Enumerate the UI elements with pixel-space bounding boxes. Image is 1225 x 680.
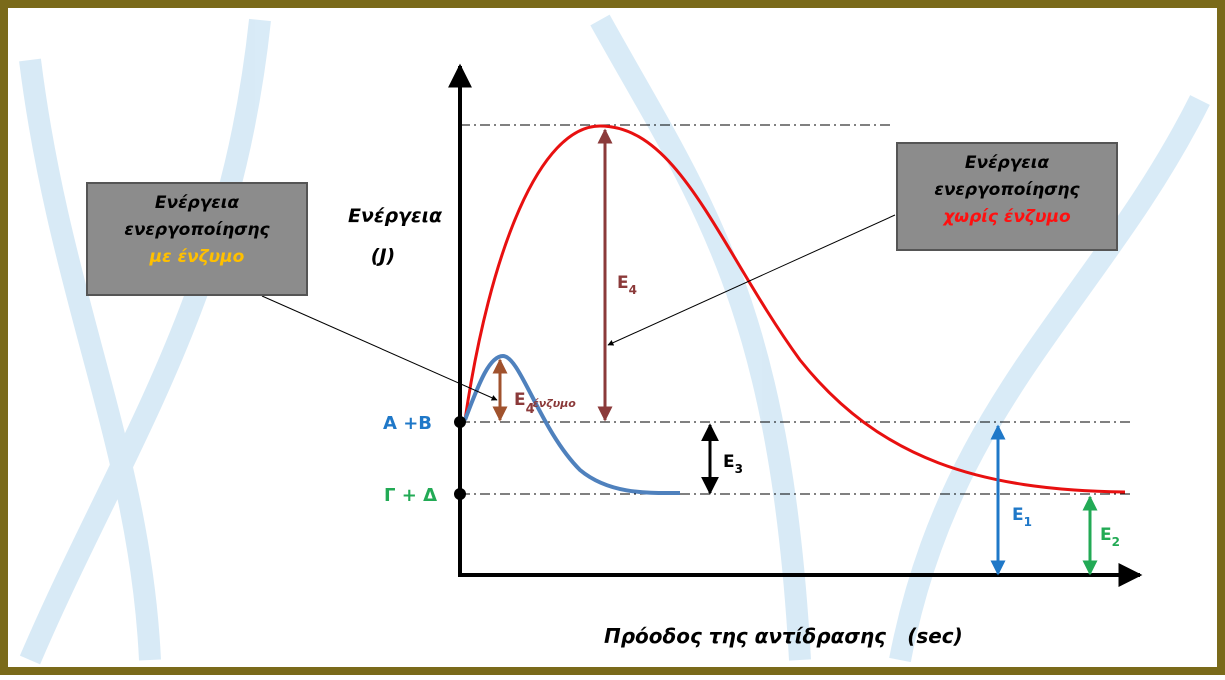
energy-symbol: Ε [723,452,735,472]
products-label: Γ + Δ [384,485,437,506]
callout-text: Ενέργεια [965,153,1049,173]
diagram: Ενέργεια ενεργοποίησης με ένζυμο Ενέργει… [0,0,1225,675]
callout-text: χωρίς ένζυμο [942,207,1071,227]
energy-sub: 4 [629,283,637,297]
y-axis-unit: (J) [371,245,395,267]
callout-text: με ένζυμο [149,247,245,267]
energy-sub: 2 [1112,535,1120,549]
products-dot [454,488,466,500]
x-axis-label: Πρόοδος της αντίδρασης [604,624,886,648]
callout-text: ενεργοποίησης [934,180,1080,200]
energy-symbol: Ε [514,390,526,410]
callout-text: ενεργοποίησης [124,220,270,240]
energy-symbol: Ε [1012,505,1024,525]
energy-sub: 3 [735,462,743,476]
page: {"axis": {"y_label": "Ενέργεια", "y_unit… [0,0,1225,675]
energy-symbol: Ε [1100,525,1112,545]
x-axis-unit: (sec) [907,624,963,648]
energy-symbol: Ε [617,273,629,293]
reactants-dot [454,416,466,428]
energy-note: ένζυμο [533,397,577,410]
callout-text: Ενέργεια [155,193,239,213]
y-axis-label: Ενέργεια [348,205,443,227]
reactants-label: Α +Β [383,413,432,434]
energy-sub: 1 [1024,515,1032,529]
